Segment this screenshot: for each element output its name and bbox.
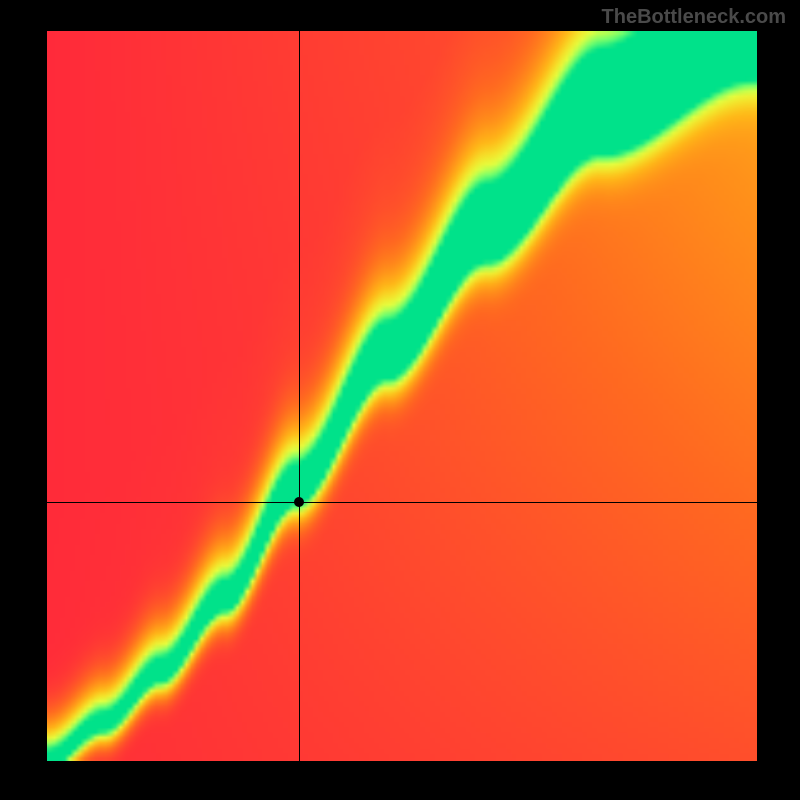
watermark-text: TheBottleneck.com	[602, 6, 786, 29]
bottleneck-heatmap	[47, 31, 757, 761]
heatmap-canvas	[47, 31, 757, 761]
